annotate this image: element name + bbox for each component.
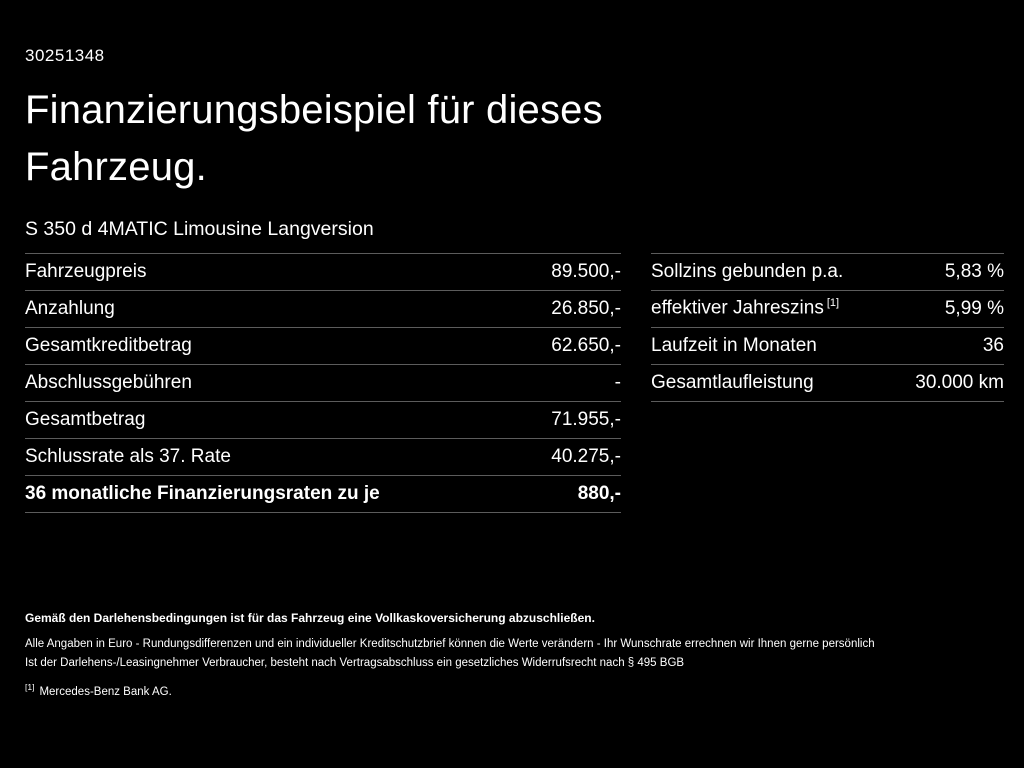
row-label: Gesamtlaufleistung — [651, 371, 814, 393]
table-row: Sollzins gebunden p.a. 5,83 % — [651, 254, 1004, 291]
table-row-monthly-rate: 36 monatliche Finanzierungsraten zu je 8… — [25, 476, 621, 513]
row-label: effektiver Jahreszins [1] — [651, 297, 840, 319]
row-value: 30.000 km — [915, 371, 1004, 393]
vehicle-name: S 350 d 4MATIC Limousine Langversion — [25, 217, 374, 240]
row-label: Laufzeit in Monaten — [651, 334, 817, 356]
row-label: Abschlussgebühren — [25, 371, 192, 393]
footer-disclaimer-2: Ist der Darlehens-/Leasingnehmer Verbrau… — [25, 656, 685, 669]
table-row: effektiver Jahreszins [1] 5,99 % — [651, 291, 1004, 328]
row-label: Sollzins gebunden p.a. — [651, 260, 844, 282]
conditions-table: Sollzins gebunden p.a. 5,83 % effektiver… — [651, 252, 1004, 402]
row-value: 40.275,- — [551, 445, 621, 467]
table-row: Gesamtbetrag 71.955,- — [25, 402, 621, 439]
footnote-bank: [1] Mercedes-Benz Bank AG. — [25, 682, 1004, 698]
row-label: Fahrzeugpreis — [25, 260, 147, 282]
row-value: 880,- — [577, 482, 621, 504]
page-title: Finanzierungsbeispiel für dieses Fahrzeu… — [25, 88, 603, 189]
document-id: 30251348 — [25, 46, 105, 65]
row-value: 26.850,- — [551, 297, 621, 319]
table-row: Laufzeit in Monaten 36 — [651, 328, 1004, 365]
row-value: 5,83 % — [944, 260, 1004, 282]
row-value: 5,99 % — [944, 297, 1004, 319]
row-value: 71.955,- — [551, 408, 621, 430]
row-label: Schlussrate als 37. Rate — [25, 445, 231, 467]
row-label: Gesamtkreditbetrag — [25, 334, 192, 356]
legal-footer: Gemäß den Darlehensbedingungen ist für d… — [25, 611, 1004, 698]
footer-insurance-note: Gemäß den Darlehensbedingungen ist für d… — [25, 610, 595, 625]
table-row: Fahrzeugpreis 89.500,- — [25, 254, 621, 291]
table-row: Anzahlung 26.850,- — [25, 291, 621, 328]
footer-disclaimer-1: Alle Angaben in Euro - Rundungsdifferenz… — [25, 637, 875, 650]
row-label: Anzahlung — [25, 297, 115, 319]
tables-container: Fahrzeugpreis 89.500,- Anzahlung 26.850,… — [25, 252, 1004, 513]
row-value: 36 — [982, 334, 1004, 356]
financing-table: Fahrzeugpreis 89.500,- Anzahlung 26.850,… — [25, 252, 621, 513]
table-row: Gesamtlaufleistung 30.000 km — [651, 365, 1004, 402]
table-row: Abschlussgebühren - — [25, 365, 621, 402]
row-value: 89.500,- — [551, 260, 621, 282]
table-row: Gesamtkreditbetrag 62.650,- — [25, 328, 621, 365]
footnote-text: Mercedes-Benz Bank AG. — [39, 685, 172, 698]
row-value: 62.650,- — [551, 334, 621, 356]
row-label: Gesamtbetrag — [25, 408, 146, 430]
table-row: Schlussrate als 37. Rate 40.275,- — [25, 439, 621, 476]
footnote-marker: [1] — [25, 681, 35, 692]
footnote-ref: [1] — [826, 297, 840, 310]
row-value: - — [614, 371, 621, 393]
row-label: 36 monatliche Finanzierungsraten zu je — [25, 482, 380, 504]
